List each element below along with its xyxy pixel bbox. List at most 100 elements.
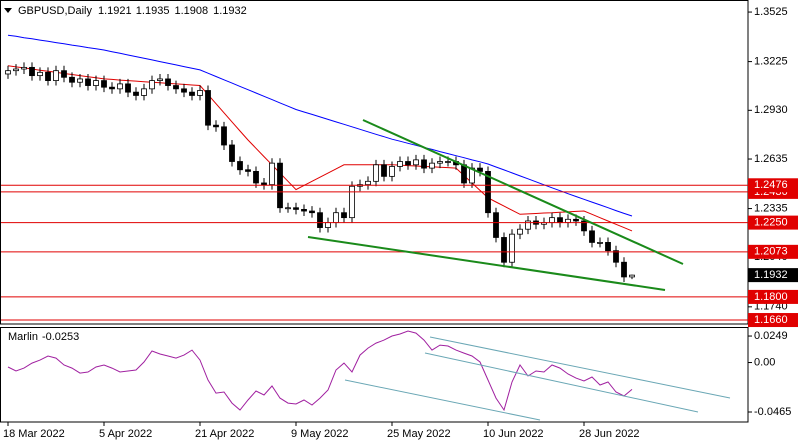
candle-body: [397, 161, 403, 167]
candle-body: [309, 210, 315, 214]
candle-body: [141, 88, 147, 96]
candle-body: [405, 161, 411, 166]
indicator-name: Marlin: [8, 331, 38, 343]
candle-body: [285, 207, 291, 210]
header-low: 1.1908: [174, 5, 208, 17]
symbol: GBPUSD,Daily: [18, 5, 92, 17]
candle-body: [165, 78, 171, 86]
candle-body: [325, 222, 331, 228]
x-tick-label: 21 Apr 2022: [195, 428, 254, 440]
candle-body: [509, 233, 515, 263]
channel-line: [424, 352, 699, 413]
candle-body: [461, 164, 467, 184]
candle-body: [389, 166, 395, 177]
candle-body: [341, 212, 347, 219]
price-label-box: [748, 268, 798, 283]
candle-body: [477, 167, 483, 172]
main-panel: [0, 0, 749, 325]
header-high: 1.1935: [136, 5, 170, 17]
level-label-box: [748, 313, 798, 328]
candle-body: [117, 83, 123, 90]
candle-body: [613, 250, 619, 263]
candle-body: [13, 68, 19, 72]
x-tick-label: 18 Mar 2022: [3, 428, 65, 440]
y-tick-label: -0.0465: [754, 406, 791, 418]
candle-body: [245, 169, 251, 172]
candle-body: [501, 237, 507, 263]
candle-body: [301, 208, 307, 212]
x-tick-label: 25 May 2022: [387, 428, 451, 440]
y-tick-label: 1.2635: [754, 153, 788, 165]
candle-body: [21, 66, 27, 70]
candle-body: [37, 71, 43, 77]
candle-body: [333, 212, 339, 224]
level-label-box: [748, 178, 798, 193]
candle-body: [429, 162, 435, 169]
candle-body: [317, 212, 323, 228]
moving-average: [7, 34, 633, 217]
plot-layer: 1.35251.32251.29301.26351.23351.20401.17…: [1, 6, 798, 440]
y-tick-label: 1.2335: [754, 202, 788, 214]
candle-body: [581, 220, 587, 232]
candle-body: [261, 182, 267, 186]
candle-body: [605, 242, 611, 252]
level-label-box: [748, 289, 798, 304]
candle-body: [621, 261, 627, 278]
candle-body: [589, 230, 595, 243]
candle-body: [293, 207, 299, 210]
candle-body: [53, 70, 59, 81]
candle-body: [101, 80, 107, 88]
candle-body: [85, 78, 91, 86]
level-label: 1.1660: [754, 314, 788, 326]
indicator-panel: [0, 327, 749, 423]
menu-arrow: [4, 8, 12, 13]
candle-body: [253, 171, 259, 184]
candle-body: [229, 144, 235, 162]
x-tick-label: 5 Apr 2022: [99, 428, 152, 440]
y-tick-label: 1.3525: [754, 6, 788, 18]
candle-body: [29, 66, 35, 77]
candle-body: [413, 159, 419, 166]
candle-body: [437, 161, 443, 164]
channel-line: [344, 379, 541, 421]
candle-body: [373, 164, 379, 182]
x-tick-label: 10 Jun 2022: [483, 428, 544, 440]
candle-body: [365, 180, 371, 186]
header-open: 1.1921: [98, 5, 132, 17]
candle-body: [269, 162, 275, 186]
candle-body: [61, 70, 67, 78]
chart-header: GBPUSD,Daily 1.1921 1.1935 1.1908 1.1932: [18, 5, 247, 17]
header-close: 1.1932: [213, 5, 247, 17]
level-label: 1.2250: [754, 217, 788, 229]
candle-body: [197, 90, 203, 96]
candle-body: [573, 218, 579, 222]
x-tick-label: 9 May 2022: [291, 428, 348, 440]
trend-line: [362, 119, 684, 265]
candle-body: [381, 164, 387, 177]
candle-body: [549, 217, 555, 224]
candle-body: [237, 161, 243, 171]
candle-body: [493, 212, 499, 238]
indicator-value: -0.0253: [42, 331, 79, 343]
candle-body: [149, 80, 155, 90]
trend-line: [307, 236, 666, 291]
candle-body: [421, 159, 427, 169]
y-tick-label: 1.2930: [754, 104, 788, 116]
candle-body: [69, 76, 75, 83]
candle-body: [221, 126, 227, 146]
candle-body: [45, 71, 51, 81]
channel-line: [429, 336, 731, 399]
candle-body: [525, 220, 531, 230]
candle-body: [189, 91, 195, 96]
y-tick-label: 0.00: [754, 356, 775, 368]
candle-body: [109, 86, 115, 90]
y-tick-label: 1.3225: [754, 56, 788, 68]
indicator-title: Marlin -0.0253: [8, 331, 79, 343]
candle-body: [213, 124, 219, 128]
moving-average: [7, 65, 633, 232]
candle-body: [557, 217, 563, 224]
level-label: 1.1800: [754, 291, 788, 303]
candle-body: [445, 161, 451, 163]
